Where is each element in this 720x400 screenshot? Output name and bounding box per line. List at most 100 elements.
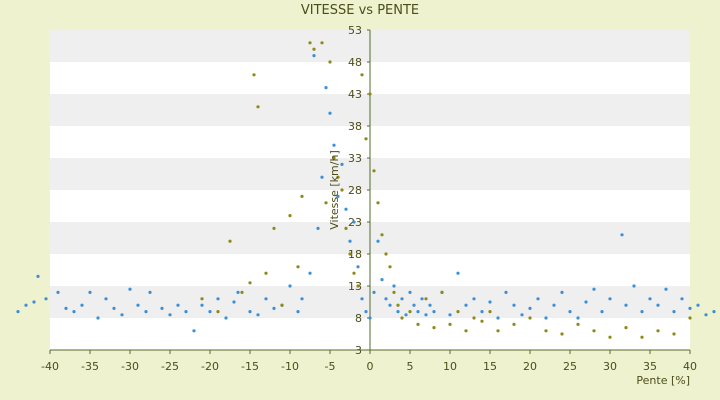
data-point bbox=[504, 290, 508, 294]
data-point bbox=[340, 162, 344, 166]
data-point bbox=[388, 265, 392, 269]
data-points bbox=[16, 41, 716, 339]
data-point bbox=[264, 271, 268, 275]
x-tick-label: 5 bbox=[407, 360, 414, 373]
data-point bbox=[300, 297, 304, 301]
y-tick-label: 48 bbox=[348, 56, 362, 69]
data-point bbox=[320, 175, 324, 179]
x-tick-label: -35 bbox=[81, 360, 99, 373]
data-point bbox=[340, 188, 344, 192]
data-point bbox=[420, 297, 424, 301]
data-point bbox=[208, 310, 212, 314]
x-tick-label: 25 bbox=[563, 360, 577, 373]
data-point bbox=[176, 303, 180, 307]
y-tick-label: 18 bbox=[348, 248, 362, 261]
y-tick-label: 43 bbox=[348, 88, 362, 101]
data-point bbox=[496, 316, 500, 320]
x-tick-label: 20 bbox=[523, 360, 537, 373]
data-point bbox=[672, 332, 676, 336]
data-point bbox=[312, 54, 316, 58]
data-point bbox=[496, 329, 500, 333]
data-point bbox=[24, 303, 28, 307]
data-point bbox=[544, 316, 548, 320]
data-point bbox=[608, 297, 612, 301]
data-point bbox=[512, 303, 516, 307]
data-point bbox=[364, 310, 368, 314]
data-point bbox=[64, 306, 68, 310]
data-point bbox=[680, 297, 684, 301]
data-point bbox=[352, 271, 356, 275]
data-point bbox=[272, 306, 276, 310]
data-point bbox=[672, 310, 676, 314]
data-point bbox=[656, 329, 660, 333]
x-tick-label: 30 bbox=[603, 360, 617, 373]
data-point bbox=[296, 265, 300, 269]
data-point bbox=[344, 207, 348, 211]
data-point bbox=[560, 290, 564, 294]
x-tick-label: -10 bbox=[281, 360, 299, 373]
data-point bbox=[576, 316, 580, 320]
data-point bbox=[392, 284, 396, 288]
x-axis: -40 -35 -30 -25 -20 -15 -10 -5 0 5 10 15 20 25 30 35 40 bbox=[41, 349, 697, 373]
data-point bbox=[576, 322, 580, 326]
data-point bbox=[472, 316, 476, 320]
data-point bbox=[388, 303, 392, 307]
data-point bbox=[368, 92, 372, 96]
data-point bbox=[264, 297, 268, 301]
data-point bbox=[432, 326, 436, 330]
data-point bbox=[200, 303, 204, 307]
y-tick-label: 38 bbox=[348, 120, 362, 133]
data-point bbox=[620, 233, 624, 237]
data-point bbox=[316, 226, 320, 230]
data-point bbox=[16, 310, 20, 314]
data-point bbox=[80, 303, 84, 307]
data-point bbox=[308, 271, 312, 275]
data-point bbox=[168, 313, 172, 317]
x-tick-label: 40 bbox=[683, 360, 697, 373]
data-point bbox=[352, 220, 356, 224]
data-point bbox=[36, 274, 40, 278]
data-point bbox=[428, 303, 432, 307]
x-tick-label: -40 bbox=[41, 360, 59, 373]
data-point bbox=[396, 310, 400, 314]
data-point bbox=[256, 105, 260, 109]
data-point bbox=[144, 310, 148, 314]
x-tick-label: 35 bbox=[643, 360, 657, 373]
x-axis-label: Pente [%] bbox=[636, 374, 690, 387]
chart-title: VITESSE vs PENTE bbox=[301, 3, 419, 18]
data-point bbox=[448, 313, 452, 317]
data-point bbox=[336, 194, 340, 198]
x-tick-label: -5 bbox=[325, 360, 336, 373]
data-point bbox=[560, 332, 564, 336]
data-point bbox=[252, 73, 256, 77]
x-tick-label: 15 bbox=[483, 360, 497, 373]
data-point bbox=[632, 284, 636, 288]
data-point bbox=[360, 297, 364, 301]
data-point bbox=[148, 290, 152, 294]
data-point bbox=[56, 290, 60, 294]
data-point bbox=[300, 194, 304, 198]
data-point bbox=[520, 313, 524, 317]
data-point bbox=[456, 310, 460, 314]
data-point bbox=[488, 300, 492, 304]
data-point bbox=[72, 310, 76, 314]
data-point bbox=[248, 281, 252, 285]
data-point bbox=[104, 297, 108, 301]
data-point bbox=[480, 319, 484, 323]
x-tick-label: 0 bbox=[367, 360, 374, 373]
data-point bbox=[448, 322, 452, 326]
data-point bbox=[280, 303, 284, 307]
data-point bbox=[348, 239, 352, 243]
data-point bbox=[396, 303, 400, 307]
data-point bbox=[472, 297, 476, 301]
x-tick-label: -25 bbox=[161, 360, 179, 373]
data-point bbox=[528, 316, 532, 320]
data-point bbox=[624, 303, 628, 307]
data-point bbox=[136, 303, 140, 307]
data-point bbox=[440, 290, 444, 294]
data-point bbox=[336, 175, 340, 179]
data-point bbox=[392, 290, 396, 294]
data-point bbox=[328, 60, 332, 64]
data-point bbox=[552, 303, 556, 307]
data-point bbox=[404, 313, 408, 317]
